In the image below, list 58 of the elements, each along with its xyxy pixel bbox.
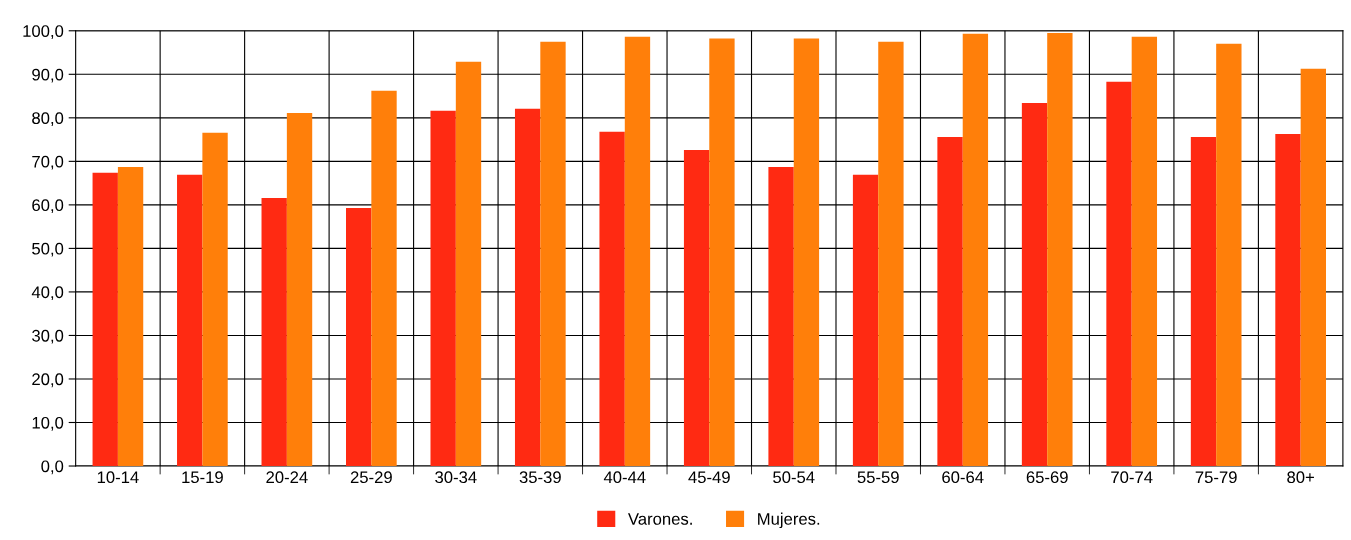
bar (937, 136, 963, 467)
bar (852, 174, 879, 467)
bar (286, 113, 313, 467)
bar (1021, 103, 1048, 467)
bar (768, 167, 794, 467)
y-tick-label: 20,0 (32, 373, 64, 388)
bar (878, 41, 904, 467)
bar (624, 36, 651, 467)
bar (1131, 36, 1158, 467)
x-tick-label: 30-34 (435, 471, 477, 484)
x-tick-label: 20-24 (266, 471, 308, 484)
y-tick-label: 90,0 (32, 68, 64, 83)
bar (683, 150, 710, 467)
bar (962, 33, 989, 467)
bar (371, 90, 397, 467)
x-tick-label: 40-44 (603, 471, 646, 484)
x-tick-label: 35-39 (519, 471, 561, 484)
legend-label: Mujeres. (758, 512, 820, 529)
bar (540, 41, 566, 467)
bar (514, 108, 541, 467)
x-tick-label: 45-49 (688, 471, 730, 484)
bar (455, 61, 482, 467)
y-tick-label: 30,0 (32, 329, 64, 344)
bar (202, 132, 228, 467)
bar (261, 197, 287, 467)
x-tick-label: 75-79 (1195, 471, 1237, 484)
bar (1275, 133, 1301, 467)
bar (1047, 32, 1073, 467)
x-tick-label: 70-74 (1111, 471, 1153, 484)
x-tick-label: 10-14 (97, 471, 139, 484)
x-tick-label: 55-59 (857, 471, 899, 484)
y-tick-label: 100,0 (23, 25, 64, 39)
bar (1216, 43, 1242, 467)
bar (177, 174, 203, 467)
x-tick-label: 80+ (1287, 471, 1314, 484)
x-tick-label: 60-64 (942, 471, 984, 484)
bar (599, 131, 625, 467)
bar (117, 167, 144, 467)
bar (1190, 136, 1217, 467)
bar (92, 172, 118, 467)
y-tick-label: 60,0 (32, 199, 64, 214)
y-tick-label: 50,0 (32, 242, 64, 257)
bar (1106, 81, 1132, 467)
bar (793, 38, 820, 467)
x-tick-label: 65-69 (1026, 471, 1068, 484)
y-tick-label: 80,0 (32, 112, 64, 126)
y-tick-label: 40,0 (31, 286, 64, 301)
bar (430, 110, 456, 467)
bar (709, 38, 735, 467)
x-tick-label: 15-19 (182, 471, 223, 484)
y-tick-label: 70,0 (32, 155, 64, 170)
y-tick-label: 10,0 (32, 416, 64, 431)
x-tick-label: 25-29 (350, 471, 392, 484)
y-tick-label: 0,0 (41, 460, 64, 475)
legend-label: Varones. (627, 513, 692, 525)
x-tick-label: 50-54 (773, 471, 815, 484)
bar (346, 207, 372, 467)
bar (1300, 68, 1326, 467)
